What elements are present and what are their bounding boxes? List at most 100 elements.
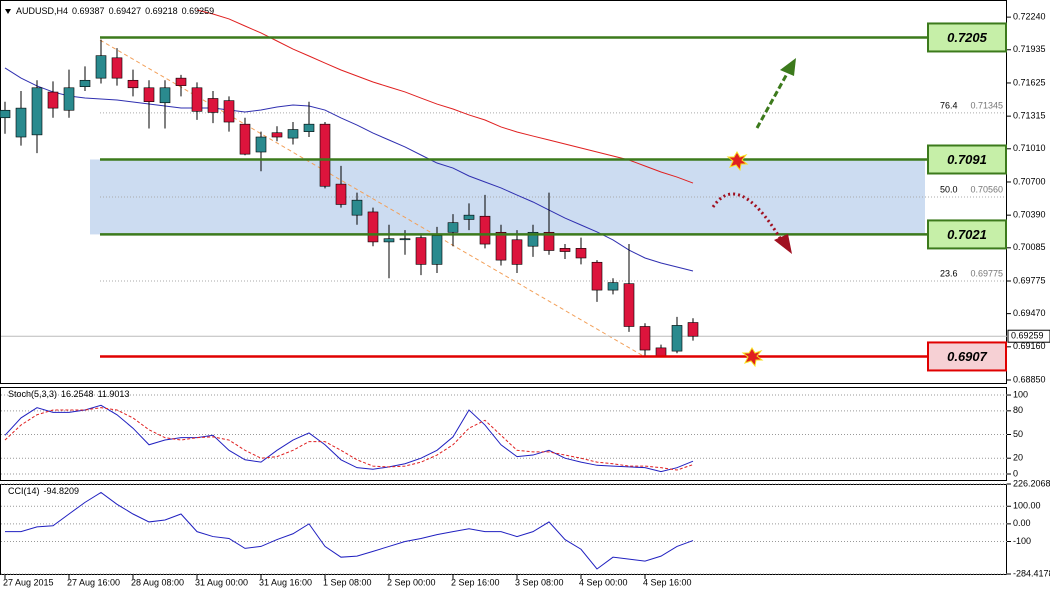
x-tick-label: 2 Sep 00:00	[387, 577, 436, 587]
candle-body	[47, 91, 59, 109]
candle-body	[319, 123, 331, 187]
candle-body	[175, 77, 187, 86]
candle-body	[127, 79, 139, 89]
x-tick-label: 31 Aug 16:00	[259, 577, 312, 587]
high: 0.69427	[109, 6, 142, 16]
burst	[741, 347, 764, 368]
level-label: 0.7205	[947, 30, 988, 45]
level-label: 0.7091	[947, 152, 987, 167]
candle-body	[143, 87, 155, 102]
candle-body	[479, 215, 491, 245]
fib-price: 0.70560	[970, 184, 1003, 194]
candle-body	[623, 283, 635, 327]
candle-body	[463, 214, 475, 220]
current-price-box	[1007, 329, 1050, 343]
stoch-header: Stoch(5,3,3) 16.2548 11.9013	[8, 389, 129, 399]
open: 0.69387	[72, 6, 105, 16]
candle-body	[303, 123, 315, 132]
x-tick-label: 2 Sep 16:00	[451, 577, 500, 587]
y-tick-label: 80	[1013, 405, 1023, 415]
level-box	[927, 144, 1007, 175]
current-price: 0.69259	[1011, 331, 1044, 341]
stoch-main: 16.2548	[61, 389, 94, 399]
candle-body	[559, 248, 571, 252]
candle-body	[527, 231, 539, 247]
x-tick-label: 1 Sep 08:00	[323, 577, 372, 587]
candle-body	[399, 238, 411, 241]
indicator-line	[4, 404, 694, 473]
candle-body	[223, 100, 235, 123]
y-tick-label: 0.72240	[1013, 12, 1046, 22]
cci-panel	[0, 484, 1007, 575]
y-tick-label: 0.00	[1013, 518, 1031, 528]
candle-body	[607, 282, 619, 291]
indicator-line	[5, 491, 694, 570]
close: 0.69259	[182, 6, 215, 16]
stoch-title: Stoch(5,3,3)	[8, 389, 57, 399]
x-tick-label: 4 Sep 00:00	[579, 577, 628, 587]
level-box	[927, 341, 1007, 372]
candle-body	[111, 57, 123, 79]
symbol: AUDUSD,H4	[16, 6, 68, 16]
level-box	[927, 22, 1007, 53]
candle-body	[239, 123, 251, 155]
moving-average	[196, 9, 694, 184]
y-tick-label: 0.69160	[1013, 341, 1046, 351]
y-tick-label: 100.00	[1013, 501, 1041, 511]
y-tick-label: 226.2068	[1013, 478, 1050, 488]
candle-body	[655, 347, 667, 357]
burst	[726, 151, 749, 172]
candle-body	[79, 79, 91, 88]
moving-average	[4, 67, 694, 272]
fib-level: 23.6	[940, 268, 958, 278]
y-tick-label: 0.71935	[1013, 44, 1046, 54]
level-box	[927, 219, 1007, 250]
cci-value: -94.8209	[44, 486, 80, 496]
y-tick-label: 20	[1013, 453, 1023, 463]
candle-body	[351, 199, 363, 216]
candle-body	[447, 222, 459, 233]
x-tick-label: 3 Sep 08:00	[515, 577, 564, 587]
menu-triangle	[5, 9, 11, 14]
y-tick-label: -100	[1013, 536, 1031, 546]
down-arrowhead	[774, 234, 792, 254]
x-tick-label: 31 Aug 00:00	[195, 577, 248, 587]
x-tick-label: 27 Aug 2015	[3, 577, 54, 587]
candle-body	[687, 322, 699, 337]
main-panel	[0, 0, 1007, 384]
candle-body	[0, 109, 11, 119]
candle-body	[287, 129, 299, 139]
y-tick-label: 50	[1013, 429, 1023, 439]
fib-level: 76.4	[940, 100, 958, 110]
x-tick-label: 27 Aug 16:00	[67, 577, 120, 587]
stoch-signal: 11.9013	[98, 389, 130, 399]
fib-price: 0.71345	[970, 100, 1003, 110]
candle-body	[15, 107, 27, 138]
y-tick-label: 100	[1013, 389, 1028, 399]
candle-body	[495, 231, 507, 261]
header: AUDUSD,H4 0.69387 0.69427 0.69218 0.69259	[16, 6, 214, 16]
up-arrowhead	[780, 58, 796, 76]
marks-layer: 0.72240 0.71935 0.71625 0.71315 0.71010 0.707…	[0, 9, 1050, 587]
candle-body	[431, 235, 443, 265]
y-tick-label: 0.70390	[1013, 210, 1046, 220]
fib-trendline	[99, 39, 646, 358]
y-tick-label: 0.68850	[1013, 374, 1046, 384]
candle-body	[159, 87, 171, 104]
candle-body	[207, 98, 219, 113]
x-tick-label: 4 Sep 16:00	[643, 577, 692, 587]
candle-body	[671, 325, 683, 352]
y-tick-label: 0	[1013, 468, 1018, 478]
y-tick-label: 0.70085	[1013, 242, 1046, 252]
y-tick-label: -284.4178	[1013, 568, 1050, 578]
indicator-line	[4, 407, 694, 471]
candle-body	[335, 183, 347, 205]
y-tick-label: 0.71315	[1013, 111, 1046, 121]
stoch-panel	[0, 387, 1007, 481]
candle-body	[95, 55, 107, 79]
y-tick-label: 0.70700	[1013, 176, 1046, 186]
candle-body	[383, 238, 395, 243]
up-arrow	[755, 71, 790, 129]
